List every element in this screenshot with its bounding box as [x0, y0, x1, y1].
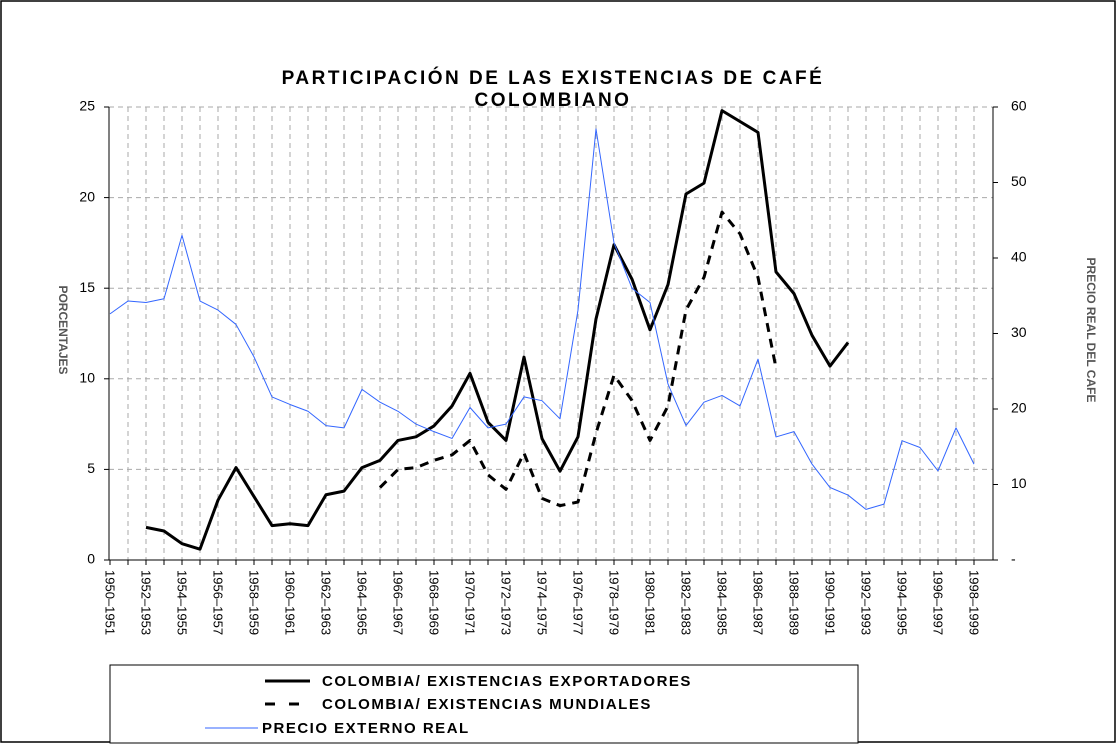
y-axis-title: PORCENTAJES — [56, 285, 70, 374]
x-tick-label: 1958–1959 — [247, 570, 262, 635]
y2-tick-label: 60 — [1011, 98, 1027, 114]
y2-tick-label: 10 — [1011, 475, 1027, 491]
y2-tick-label: 50 — [1011, 173, 1027, 189]
y2-tick-label: 30 — [1011, 324, 1027, 340]
y-tick-label: 5 — [87, 460, 95, 476]
legend-label: COLOMBIA/ EXISTENCIAS EXPORTADORES — [322, 673, 692, 690]
x-tick-label: 1980–1981 — [643, 570, 658, 635]
series-line — [378, 210, 778, 508]
x-tick-label: 1962–1963 — [319, 570, 334, 635]
y2-axis-title: PRECIO REAL DEL CAFE — [1084, 258, 1098, 403]
y2-tick-label: 20 — [1011, 400, 1027, 416]
legend-box — [109, 664, 859, 744]
x-tick-label: 1986–1987 — [751, 570, 766, 635]
x-tick-label: 1956–1957 — [211, 570, 226, 635]
x-tick-label: 1988–1989 — [787, 570, 802, 635]
x-tick-label: 1992–1993 — [859, 570, 874, 635]
x-tick-label: 1972–1973 — [499, 570, 514, 635]
x-tick-label: 1974–1975 — [535, 570, 550, 635]
legend-label: COLOMBIA/ EXISTENCIAS MUNDIALES — [322, 696, 652, 713]
legend-label: PRECIO EXTERNO REAL — [262, 720, 470, 737]
y-tick-label: 25 — [79, 98, 95, 114]
x-tick-label: 1954–1955 — [175, 570, 190, 635]
y-tick-label: 10 — [79, 370, 95, 386]
y2-tick-label: - — [1011, 551, 1016, 567]
chart-title: PARTICIPACIÓN DE LAS EXISTENCIAS DE CAFÉ — [282, 67, 825, 89]
x-tick-label: 1950–1951 — [103, 570, 118, 635]
x-tick-label: 1982–1983 — [679, 570, 694, 635]
x-tick-label: 1970–1971 — [463, 570, 478, 635]
chart-title: COLOMBIANO — [475, 90, 632, 111]
series-line — [145, 109, 850, 551]
x-tick-label: 1976–1977 — [571, 570, 586, 635]
x-tick-label: 1996–1997 — [931, 570, 946, 635]
series-line — [109, 128, 975, 510]
y2-tick-label: 40 — [1011, 249, 1027, 265]
x-tick-label: 1960–1961 — [283, 570, 298, 635]
x-tick-label: 1952–1953 — [139, 570, 154, 635]
x-tick-label: 1968–1969 — [427, 570, 442, 635]
x-tick-label: 1994–1995 — [895, 570, 910, 635]
x-tick-label: 1978–1979 — [607, 570, 622, 635]
y-tick-label: 15 — [79, 279, 95, 295]
x-tick-label: 1964–1965 — [355, 570, 370, 635]
x-tick-label: 1984–1985 — [715, 570, 730, 635]
x-tick-label: 1966–1967 — [391, 570, 406, 635]
x-tick-label: 1990–1991 — [823, 570, 838, 635]
y-tick-label: 20 — [79, 188, 95, 204]
y-tick-label: 0 — [87, 551, 95, 567]
x-tick-label: 1998–1999 — [967, 570, 982, 635]
